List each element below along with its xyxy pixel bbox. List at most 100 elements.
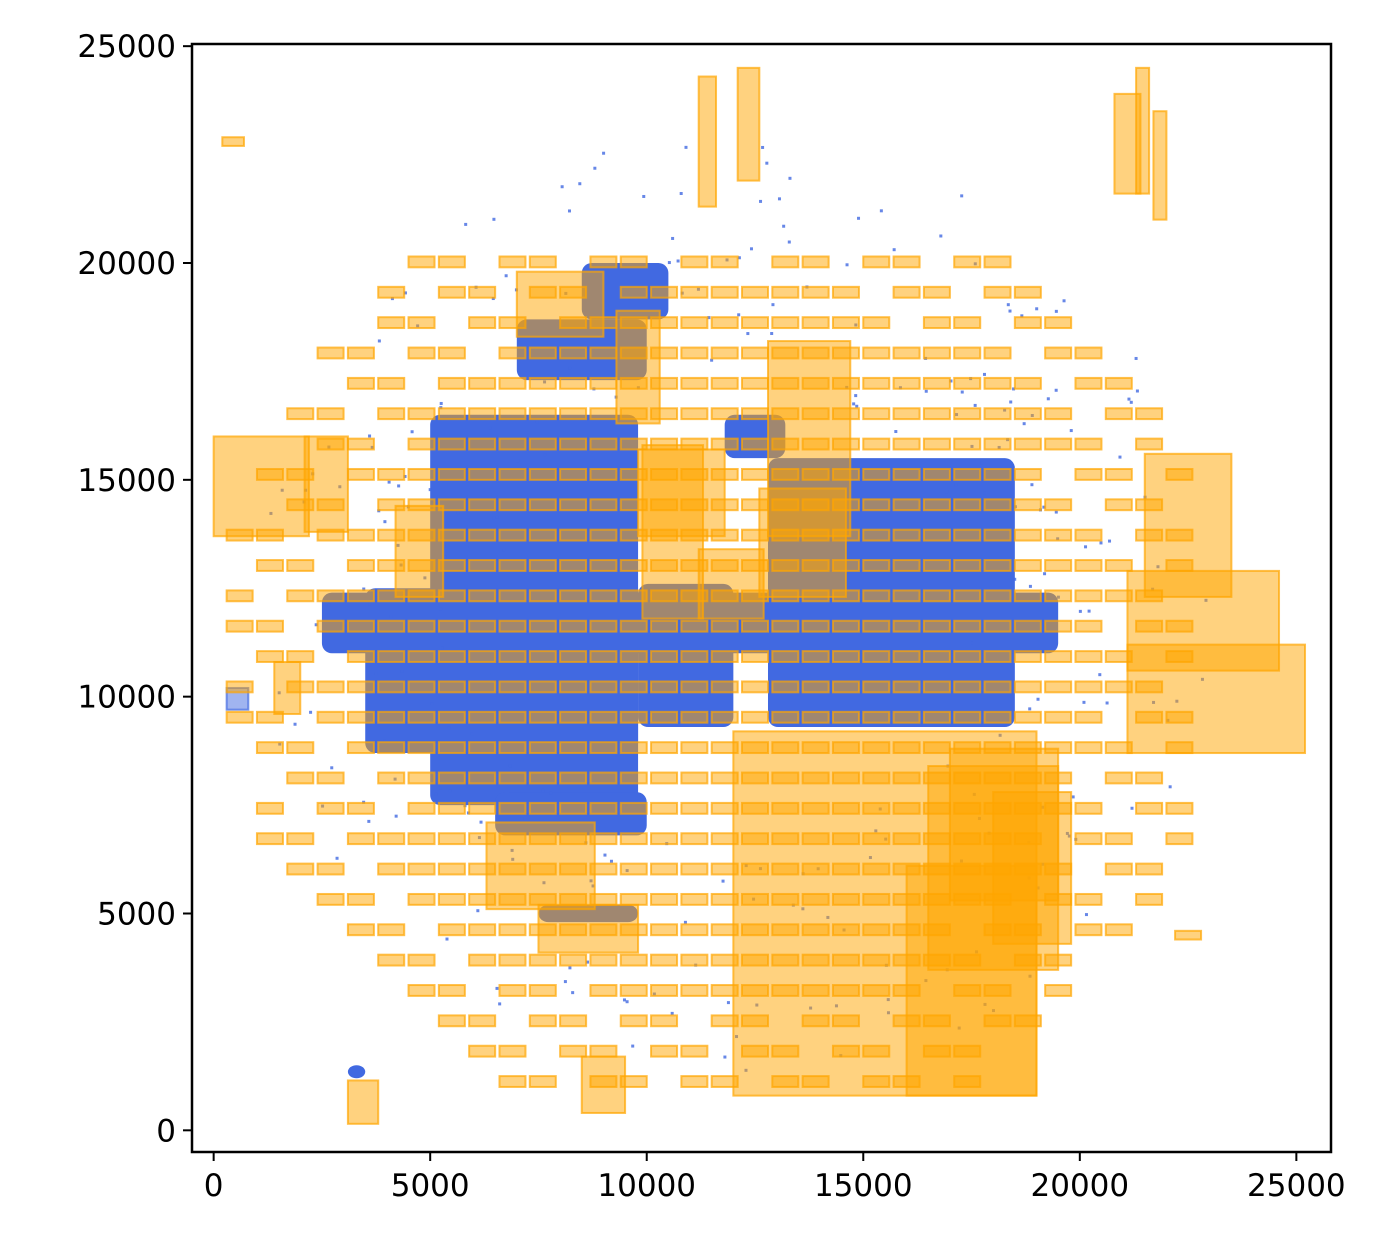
- small-tile: [437, 255, 466, 269]
- small-tile: [892, 892, 921, 906]
- small-tile: [528, 680, 557, 694]
- small-tile: [589, 619, 618, 633]
- small-tile: [983, 589, 1012, 603]
- small-tile: [559, 498, 588, 512]
- small-tile: [922, 316, 951, 330]
- small-tile: [559, 710, 588, 724]
- small-tile: [437, 710, 466, 724]
- small-tile: [377, 316, 406, 330]
- small-tile: [862, 1044, 891, 1058]
- small-tile: [498, 892, 527, 906]
- small-tile: [619, 953, 648, 967]
- y-tick-label: 0: [156, 1113, 176, 1149]
- small-tile: [922, 832, 951, 846]
- small-tile: [1013, 285, 1042, 299]
- small-tile: [498, 741, 527, 755]
- small-tile: [831, 407, 860, 421]
- small-tile: [741, 953, 769, 967]
- small-tile: [286, 771, 315, 785]
- small-tile: [1013, 650, 1042, 663]
- scatter-point: [470, 732, 474, 736]
- small-tile: [710, 559, 739, 572]
- small-tile: [983, 710, 1012, 724]
- small-tile: [528, 771, 557, 785]
- small-tile: [407, 741, 436, 755]
- scatter-point: [327, 603, 331, 607]
- small-tile: [650, 984, 679, 997]
- small-tile: [680, 771, 709, 785]
- scatter-point: [1118, 455, 1122, 459]
- scatter-point: [430, 702, 434, 706]
- scatter-point: [1054, 309, 1058, 313]
- small-tile: [680, 923, 709, 937]
- small-tile: [468, 953, 497, 967]
- small-tile: [559, 923, 588, 937]
- small-tile: [1135, 528, 1164, 542]
- small-tile: [983, 923, 1012, 937]
- small-tile: [680, 741, 709, 755]
- scatter-point: [394, 814, 398, 818]
- small-tile: [589, 801, 618, 815]
- small-tile: [346, 801, 375, 815]
- scatter-point: [683, 920, 687, 924]
- small-tile: [255, 741, 284, 755]
- small-tile: [1074, 650, 1103, 663]
- small-tile: [831, 771, 860, 785]
- scatter-point: [439, 607, 443, 611]
- small-tile: [1074, 892, 1103, 906]
- small-tile: [377, 771, 406, 785]
- scatter-point: [586, 960, 590, 964]
- small-tile: [953, 984, 982, 997]
- small-tile: [468, 467, 497, 481]
- scatter-point: [854, 394, 858, 398]
- scatter-point: [670, 1011, 674, 1015]
- small-tile: [346, 346, 375, 360]
- small-tile: [468, 437, 497, 451]
- scatter-point: [397, 484, 401, 488]
- small-tile: [528, 528, 557, 542]
- small-tile: [498, 832, 527, 846]
- small-tile: [680, 528, 709, 542]
- small-tile: [316, 346, 345, 360]
- small-tile: [407, 316, 436, 330]
- small-tile: [619, 589, 648, 603]
- axes-frame: [190, 42, 1333, 1154]
- small-tile: [407, 346, 436, 360]
- small-tile: [650, 346, 679, 360]
- small-tile: [498, 862, 527, 876]
- scatter-point: [1022, 422, 1026, 426]
- small-tile: [1104, 376, 1133, 390]
- small-tile: [710, 285, 739, 299]
- small-tile: [862, 316, 891, 330]
- small-tile: [1013, 953, 1042, 967]
- small-tile: [862, 680, 891, 694]
- small-tile: [589, 710, 618, 724]
- small-tile: [831, 892, 860, 906]
- scatter-point: [504, 274, 508, 278]
- small-tile: [377, 407, 406, 421]
- small-tile: [468, 376, 497, 390]
- scatter-point: [1062, 299, 1066, 303]
- scatter-point: [765, 161, 769, 165]
- small-tile: [922, 650, 951, 663]
- small-tile: [377, 862, 406, 876]
- small-tile: [1104, 559, 1133, 572]
- small-tile: [589, 316, 618, 330]
- small-tile: [619, 1075, 648, 1088]
- small-tile: [377, 467, 406, 481]
- small-tile: [286, 467, 315, 481]
- small-tile: [771, 953, 800, 967]
- small-tile: [922, 892, 951, 906]
- scatter-point: [771, 303, 775, 307]
- small-tile: [801, 316, 830, 330]
- small-tile: [498, 771, 527, 785]
- small-tile: [528, 407, 557, 421]
- small-tile: [437, 407, 466, 421]
- small-tile: [1135, 892, 1164, 906]
- small-tile: [498, 467, 527, 481]
- small-tile: [316, 680, 345, 694]
- small-tile: [1074, 801, 1103, 815]
- small-tile: [346, 832, 375, 846]
- small-tile: [710, 771, 739, 785]
- small-tile: [862, 984, 891, 997]
